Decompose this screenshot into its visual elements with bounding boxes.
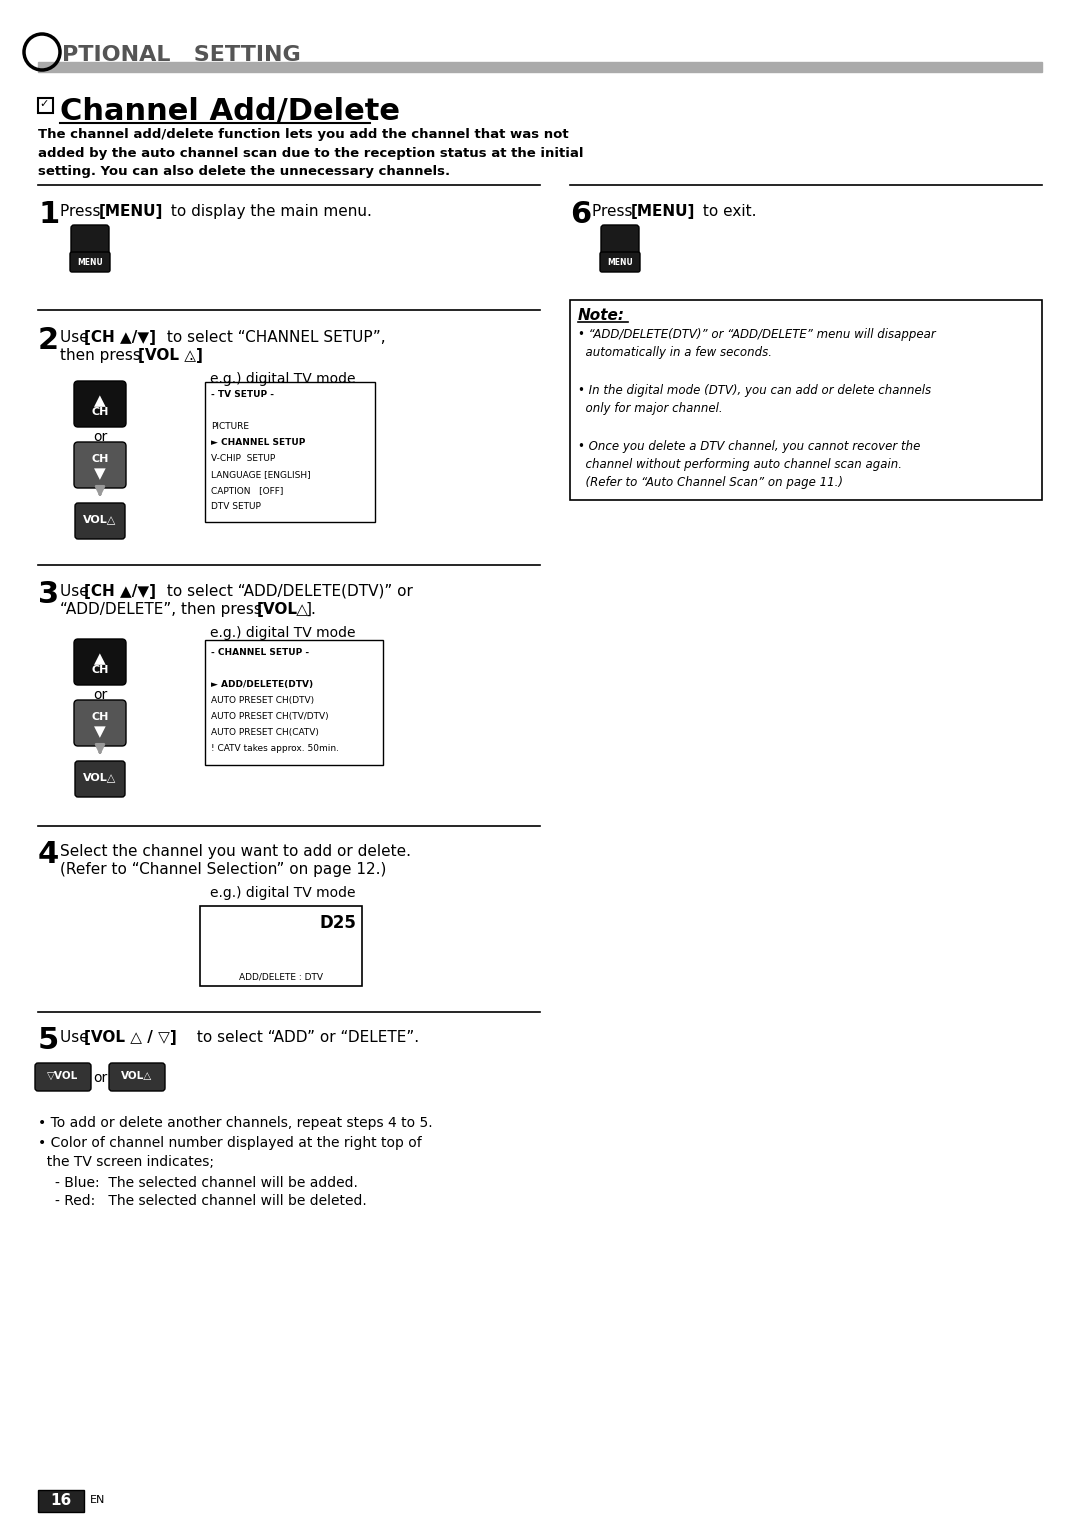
FancyBboxPatch shape (70, 252, 110, 272)
Text: e.g.) digital TV mode: e.g.) digital TV mode (210, 626, 355, 639)
Text: to select “ADD/DELETE(DTV)” or: to select “ADD/DELETE(DTV)” or (162, 584, 413, 600)
Text: V-CHIP  SETUP: V-CHIP SETUP (211, 455, 275, 462)
FancyBboxPatch shape (75, 639, 126, 685)
Text: DTV SETUP: DTV SETUP (211, 502, 261, 511)
Text: Press: Press (592, 204, 637, 220)
FancyBboxPatch shape (600, 224, 639, 255)
Text: [VOL: [VOL (257, 601, 298, 617)
Text: to select “ADD” or “DELETE”.: to select “ADD” or “DELETE”. (192, 1030, 419, 1045)
Text: MENU: MENU (77, 258, 103, 267)
Bar (205, 639, 383, 765)
Text: △: △ (291, 601, 308, 617)
Text: PICTURE: PICTURE (211, 423, 249, 430)
Text: [CH ▲/▼]: [CH ▲/▼] (84, 330, 156, 345)
Text: • Once you delete a DTV channel, you cannot recover the
  channel without perfor: • Once you delete a DTV channel, you can… (578, 439, 920, 488)
FancyBboxPatch shape (75, 700, 126, 746)
Text: The channel add/delete function lets you add the channel that was not
added by t: The channel add/delete function lets you… (38, 128, 583, 179)
Text: CH: CH (92, 455, 109, 464)
Text: ► CHANNEL SETUP: ► CHANNEL SETUP (211, 438, 306, 447)
Text: Use: Use (60, 584, 94, 600)
Bar (200, 906, 362, 986)
Text: - TV SETUP -: - TV SETUP - (211, 391, 274, 398)
Text: [MENU]: [MENU] (99, 204, 163, 220)
Text: 6: 6 (570, 200, 591, 229)
Text: • To add or delete another channels, repeat steps 4 to 5.: • To add or delete another channels, rep… (38, 1116, 433, 1129)
FancyBboxPatch shape (75, 443, 126, 488)
Text: to exit.: to exit. (698, 204, 756, 220)
Text: Note:: Note: (578, 308, 625, 324)
Text: ▽VOL: ▽VOL (48, 1071, 79, 1080)
Text: Use: Use (60, 1030, 94, 1045)
Text: [CH ▲/▼]: [CH ▲/▼] (84, 584, 156, 600)
Text: EN: EN (90, 1495, 106, 1505)
FancyBboxPatch shape (35, 1064, 91, 1091)
Text: - CHANNEL SETUP -: - CHANNEL SETUP - (211, 649, 309, 658)
Text: Channel Add/Delete: Channel Add/Delete (60, 98, 400, 127)
Text: 16: 16 (51, 1492, 71, 1508)
Text: 3: 3 (38, 580, 59, 609)
Text: CH: CH (92, 713, 109, 722)
Text: AUTO PRESET CH(TV/DTV): AUTO PRESET CH(TV/DTV) (211, 713, 328, 720)
Text: MENU: MENU (607, 258, 633, 267)
Text: e.g.) digital TV mode: e.g.) digital TV mode (210, 372, 355, 386)
Text: e.g.) digital TV mode: e.g.) digital TV mode (210, 887, 355, 900)
Text: then press: then press (60, 348, 146, 363)
Text: CH: CH (92, 407, 109, 417)
Text: ► ADD/DELETE(DTV): ► ADD/DELETE(DTV) (211, 681, 313, 690)
Text: 5: 5 (38, 1025, 59, 1054)
FancyBboxPatch shape (71, 224, 109, 255)
Text: PTIONAL   SETTING: PTIONAL SETTING (62, 44, 300, 66)
Bar (38, 63, 1042, 72)
Bar (205, 382, 375, 522)
Text: ].: ]. (306, 601, 316, 617)
Text: ✓: ✓ (39, 99, 49, 108)
Text: 2: 2 (38, 327, 59, 356)
Text: D25: D25 (319, 914, 356, 932)
Text: [VOL △]: [VOL △] (138, 348, 203, 363)
Text: to display the main menu.: to display the main menu. (166, 204, 372, 220)
Text: [MENU]: [MENU] (631, 204, 696, 220)
Text: AUTO PRESET CH(DTV): AUTO PRESET CH(DTV) (211, 696, 314, 705)
Text: VOL△: VOL△ (121, 1071, 152, 1080)
Text: ADD/DELETE : DTV: ADD/DELETE : DTV (239, 972, 323, 981)
Text: AUTO PRESET CH(CATV): AUTO PRESET CH(CATV) (211, 728, 319, 737)
Text: • “ADD/DELETE(DTV)” or “ADD/DELETE” menu will disappear
  automatically in a few: • “ADD/DELETE(DTV)” or “ADD/DELETE” menu… (578, 328, 935, 359)
Text: “ADD/DELETE”, then press: “ADD/DELETE”, then press (60, 601, 267, 617)
Text: - Blue:  The selected channel will be added.: - Blue: The selected channel will be add… (55, 1177, 357, 1190)
Text: ▲: ▲ (94, 394, 106, 407)
Bar (570, 301, 1042, 501)
Text: LANGUAGE [ENGLISH]: LANGUAGE [ENGLISH] (211, 470, 311, 479)
Text: Use: Use (60, 330, 94, 345)
Text: or: or (93, 688, 107, 702)
Text: • Color of channel number displayed at the right top of
  the TV screen indicate: • Color of channel number displayed at t… (38, 1135, 422, 1169)
Text: or: or (93, 1071, 107, 1085)
Text: .: . (188, 348, 193, 363)
Text: CH: CH (92, 665, 109, 674)
FancyBboxPatch shape (75, 504, 125, 539)
Text: ! CATV takes approx. 50min.: ! CATV takes approx. 50min. (211, 745, 339, 752)
Text: VOL△: VOL△ (83, 514, 117, 523)
Text: • In the digital mode (DTV), you can add or delete channels
  only for major cha: • In the digital mode (DTV), you can add… (578, 385, 931, 415)
Text: ▲: ▲ (94, 652, 106, 665)
Text: [VOL △ / ▽]: [VOL △ / ▽] (84, 1030, 177, 1045)
Text: (Refer to “Channel Selection” on page 12.): (Refer to “Channel Selection” on page 12… (60, 862, 387, 877)
Text: to select “CHANNEL SETUP”,: to select “CHANNEL SETUP”, (162, 330, 386, 345)
FancyBboxPatch shape (600, 252, 640, 272)
Text: CAPTION   [OFF]: CAPTION [OFF] (211, 485, 283, 494)
FancyBboxPatch shape (75, 761, 125, 797)
Bar (38, 1489, 84, 1512)
Text: 4: 4 (38, 839, 59, 868)
Bar (38, 98, 53, 113)
Text: - Red:   The selected channel will be deleted.: - Red: The selected channel will be dele… (55, 1193, 367, 1209)
Text: ▼: ▼ (94, 723, 106, 739)
FancyBboxPatch shape (75, 382, 126, 427)
Text: ▼: ▼ (94, 465, 106, 481)
Text: Press: Press (60, 204, 106, 220)
Text: Select the channel you want to add or delete.: Select the channel you want to add or de… (60, 844, 411, 859)
Text: VOL△: VOL△ (83, 772, 117, 781)
FancyBboxPatch shape (109, 1064, 165, 1091)
Text: or: or (93, 430, 107, 444)
Text: 1: 1 (38, 200, 59, 229)
